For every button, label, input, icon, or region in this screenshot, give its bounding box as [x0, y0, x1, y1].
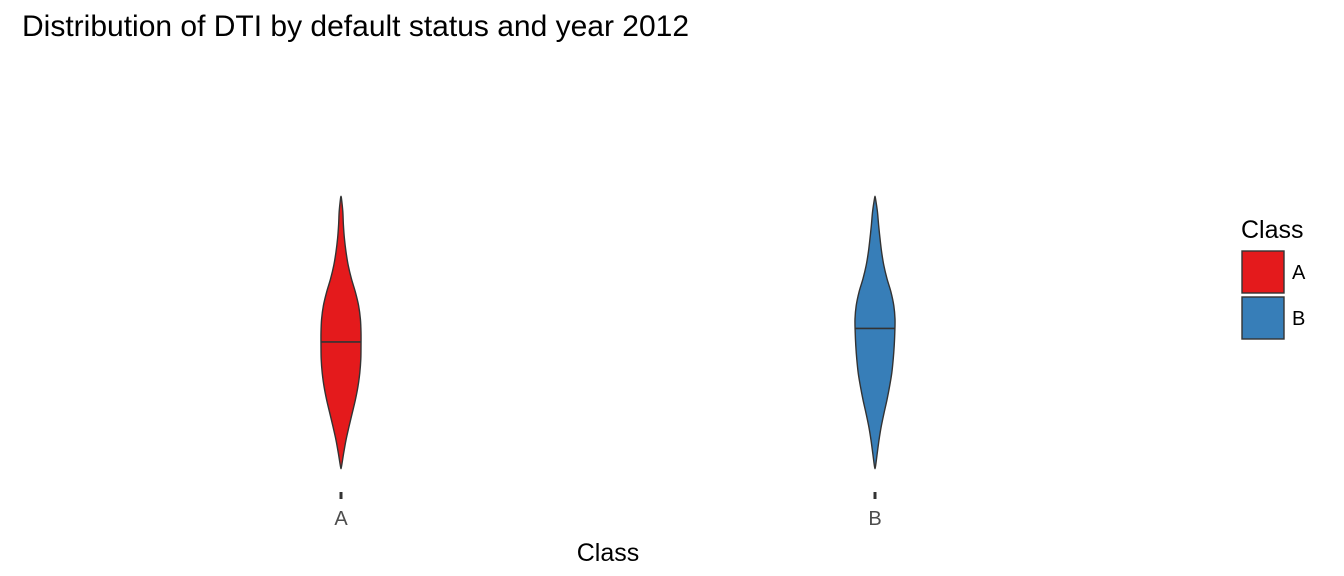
- violin-a: [320, 195, 362, 470]
- legend-key-a: [1241, 250, 1285, 294]
- x-tick-label-b: B: [868, 508, 881, 530]
- legend-key-b: [1241, 296, 1285, 340]
- x-axis-title: Class: [577, 539, 640, 567]
- x-tick-label-a: A: [334, 508, 348, 530]
- legend-label-a: A: [1292, 262, 1306, 284]
- legend-items: AB: [1241, 250, 1306, 340]
- violin-b: [854, 195, 896, 470]
- chart-title: Distribution of DTI by default status an…: [22, 10, 690, 43]
- legend-label-b: B: [1292, 308, 1305, 330]
- plot-area: [320, 195, 896, 470]
- legend-title: Class: [1241, 216, 1304, 244]
- legend: Class AB: [1241, 216, 1306, 340]
